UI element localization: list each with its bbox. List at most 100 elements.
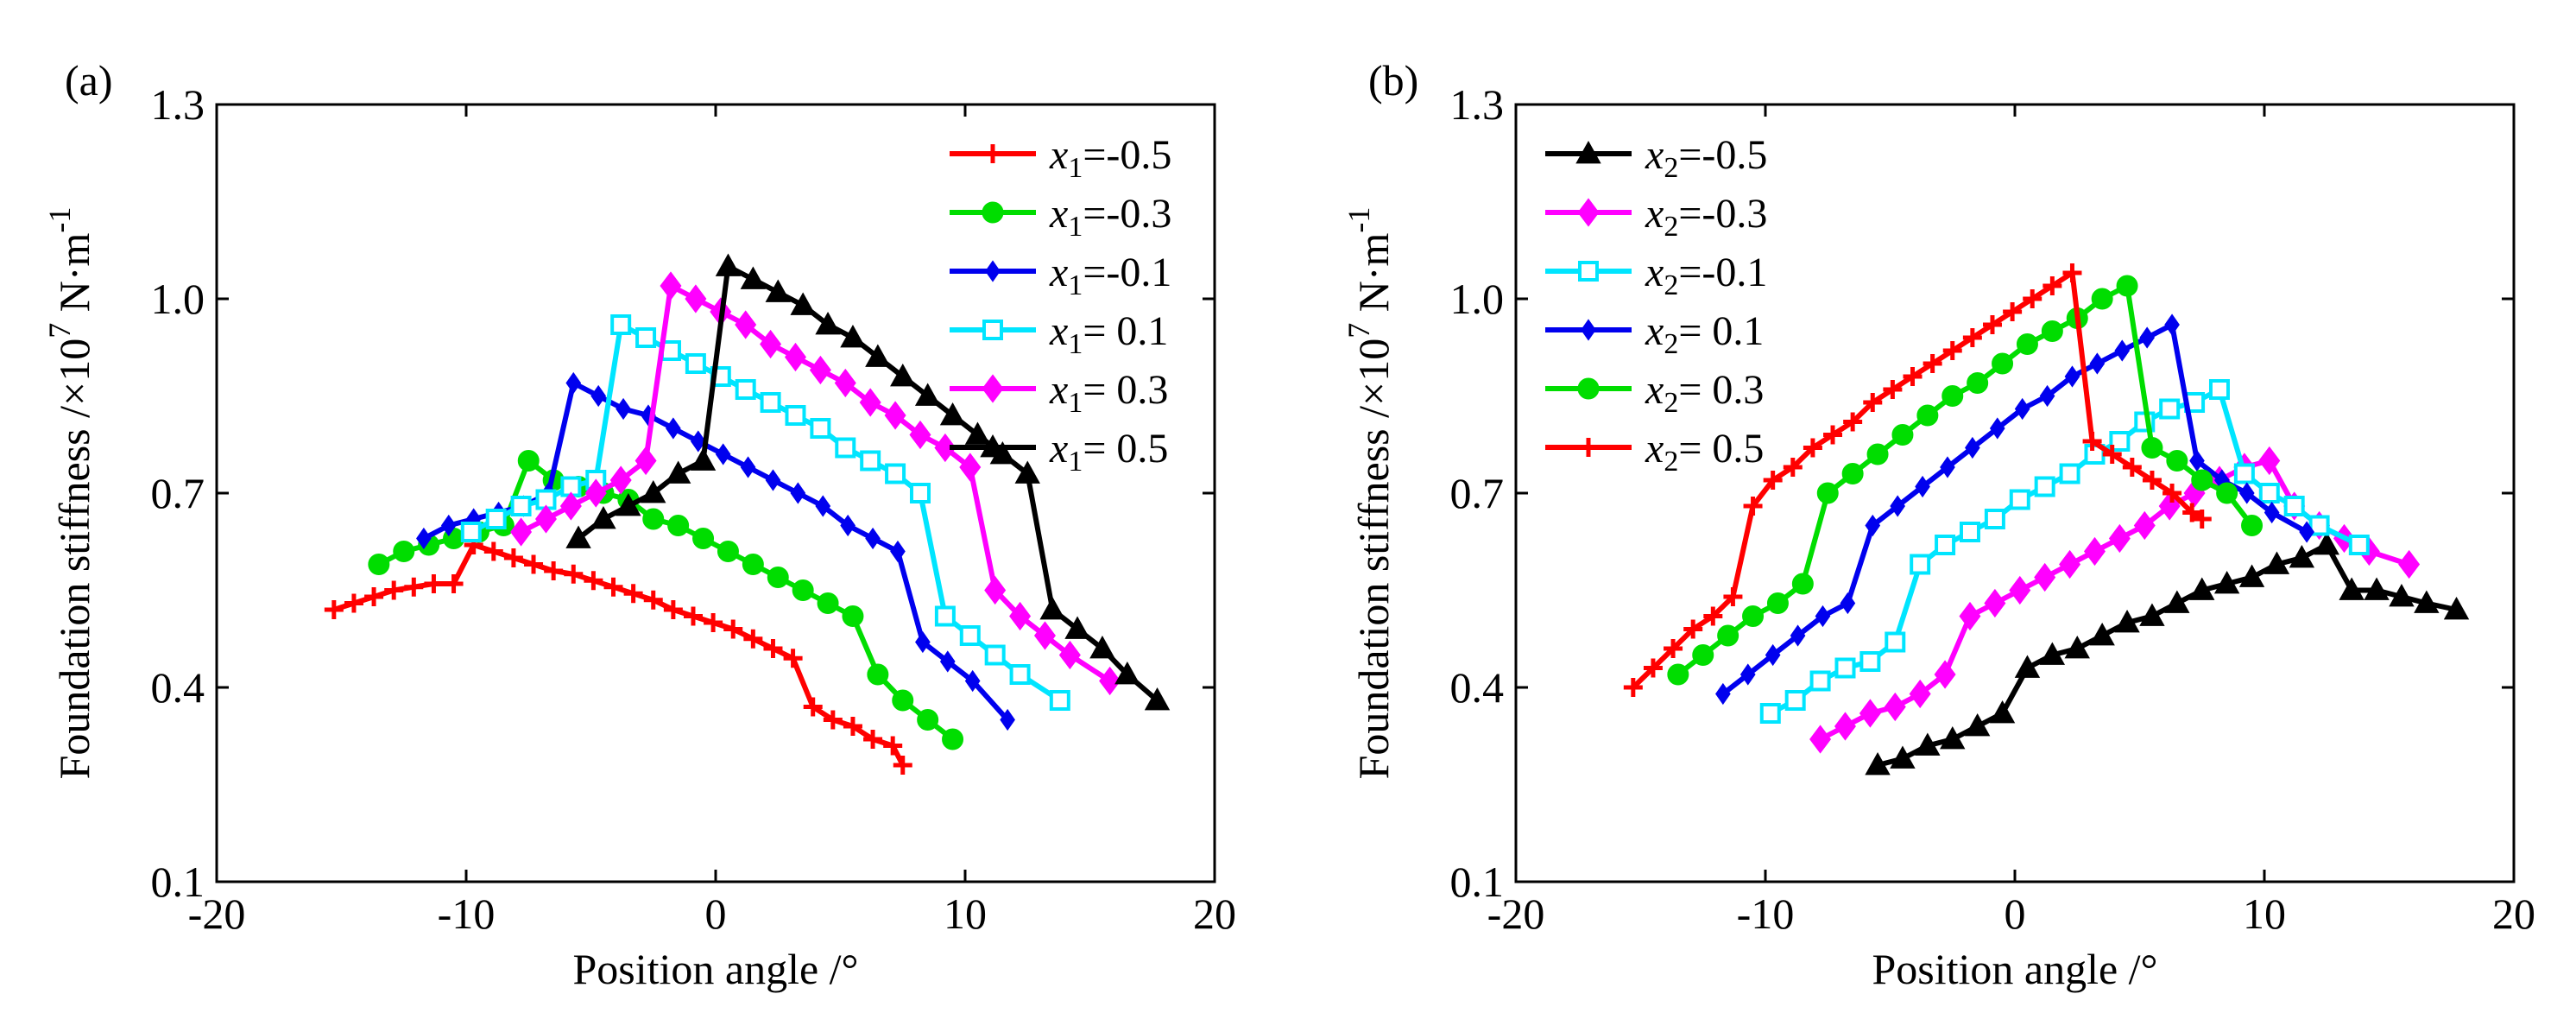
data-point: [623, 584, 643, 604]
y-title-unit: N·m: [1349, 233, 1398, 323]
data-point: [1866, 443, 1889, 465]
data-point: [2314, 531, 2339, 555]
data-point: [1910, 554, 1931, 575]
data-point: [1942, 341, 1962, 360]
data-point: [842, 605, 864, 627]
data-point: [1099, 666, 1121, 696]
data-point: [815, 495, 831, 517]
data-point: [2014, 397, 2030, 421]
data-point: [1000, 708, 1015, 731]
data-point: [2009, 575, 2031, 605]
data-point: [1941, 385, 1964, 407]
data-point: [404, 577, 424, 597]
data-point: [2003, 302, 2023, 321]
data-point: [690, 447, 717, 471]
data-point: [1885, 631, 1906, 653]
data-point: [892, 689, 914, 712]
data-point: [685, 353, 706, 374]
data-point: [1784, 690, 1806, 711]
legend-label: x2=-0.3: [1645, 191, 1767, 243]
data-point: [2398, 549, 2421, 579]
data-point: [934, 433, 957, 463]
data-point: [416, 527, 432, 550]
data-point: [1816, 482, 1839, 504]
data-point: [909, 420, 931, 450]
data-point: [1959, 601, 1981, 631]
data-point: [616, 492, 641, 516]
y-axis-title: Foundation stiffness /×107 N·m-1: [1342, 207, 1398, 780]
y-title-exp: 7: [42, 323, 77, 339]
legend: x1=-0.5 x1=-0.3 x1=-0.1 x1= 0.1 x1= 0.3 x1= 0…: [950, 132, 1171, 478]
y-tick-label: 0.4: [1450, 663, 1505, 712]
data-point: [1809, 670, 1831, 692]
data-point: [324, 600, 344, 619]
data-point: [2042, 276, 2062, 295]
data-point: [790, 292, 816, 315]
data-point: [1859, 699, 1881, 728]
legend-item: x2=-0.3: [1545, 191, 1767, 243]
data-point: [1765, 643, 1781, 667]
data-point: [1984, 588, 2006, 618]
x-tick-label: -20: [188, 890, 246, 938]
data-point: [865, 344, 891, 367]
data-point: [1984, 509, 2005, 529]
data-point: [635, 327, 657, 348]
data-point: [890, 540, 906, 563]
data-point: [609, 465, 632, 495]
series-group: [1623, 263, 2470, 776]
data-point: [760, 392, 781, 413]
y-tick-label: 0.7: [151, 469, 205, 517]
data-point: [2041, 320, 2063, 342]
data-point: [1903, 367, 1923, 386]
data-point: [1916, 404, 1939, 427]
data-point: [2216, 482, 2238, 504]
data-point: [685, 284, 707, 313]
data-point: [2114, 339, 2131, 362]
data-point: [565, 371, 582, 395]
legend: x2=-0.5 x2=-0.3 x2=-0.1 x2= 0.1 x2= 0.3 x2= 0…: [1545, 132, 1767, 478]
data-point: [840, 324, 866, 348]
x-tick-label: 0: [705, 890, 727, 938]
legend-label: x1=-0.1: [1049, 250, 1171, 301]
legend-marker: [1577, 377, 1600, 400]
data-point: [909, 483, 931, 503]
data-point: [1766, 592, 1789, 614]
data-point: [1723, 587, 1743, 606]
legend-item: x1=-0.5: [950, 132, 1171, 184]
legend-marker: [1579, 438, 1598, 457]
data-point: [2139, 326, 2156, 349]
data-point: [1964, 712, 1991, 737]
legend-item: x1=-0.1: [950, 250, 1171, 301]
x-tick-label: 10: [944, 890, 987, 938]
x-tick-label: 20: [2492, 890, 2535, 938]
data-point: [1783, 458, 1803, 477]
data-point: [1915, 732, 1941, 756]
data-point: [939, 402, 966, 426]
data-point: [883, 736, 903, 756]
data-point: [1863, 393, 1883, 412]
data-point: [2114, 609, 2140, 633]
data-point: [1643, 658, 1663, 678]
data-point: [1843, 412, 1863, 432]
x-tick-label: 20: [1193, 890, 1236, 938]
legend-label: x2=-0.1: [1645, 250, 1767, 301]
legend-label: x2= 0.1: [1645, 308, 1764, 360]
legend-item: x1=-0.3: [950, 191, 1171, 243]
data-point: [667, 515, 690, 536]
legend-label: x1=-0.5: [1049, 132, 1171, 184]
data-point: [2082, 432, 2102, 451]
data-point: [440, 514, 457, 537]
data-point: [893, 756, 912, 775]
data-point: [1940, 456, 1955, 478]
data-point: [2064, 365, 2080, 388]
data-point: [2182, 503, 2202, 522]
series-2: [1809, 446, 2421, 754]
data-point: [1144, 687, 1171, 711]
data-point: [1114, 661, 1140, 685]
data-point: [2009, 489, 2030, 510]
data-point: [2241, 515, 2263, 536]
data-point: [393, 541, 415, 562]
legend-item: x1= 0.5: [950, 426, 1168, 478]
data-point: [1763, 471, 1783, 490]
data-point: [959, 453, 982, 482]
